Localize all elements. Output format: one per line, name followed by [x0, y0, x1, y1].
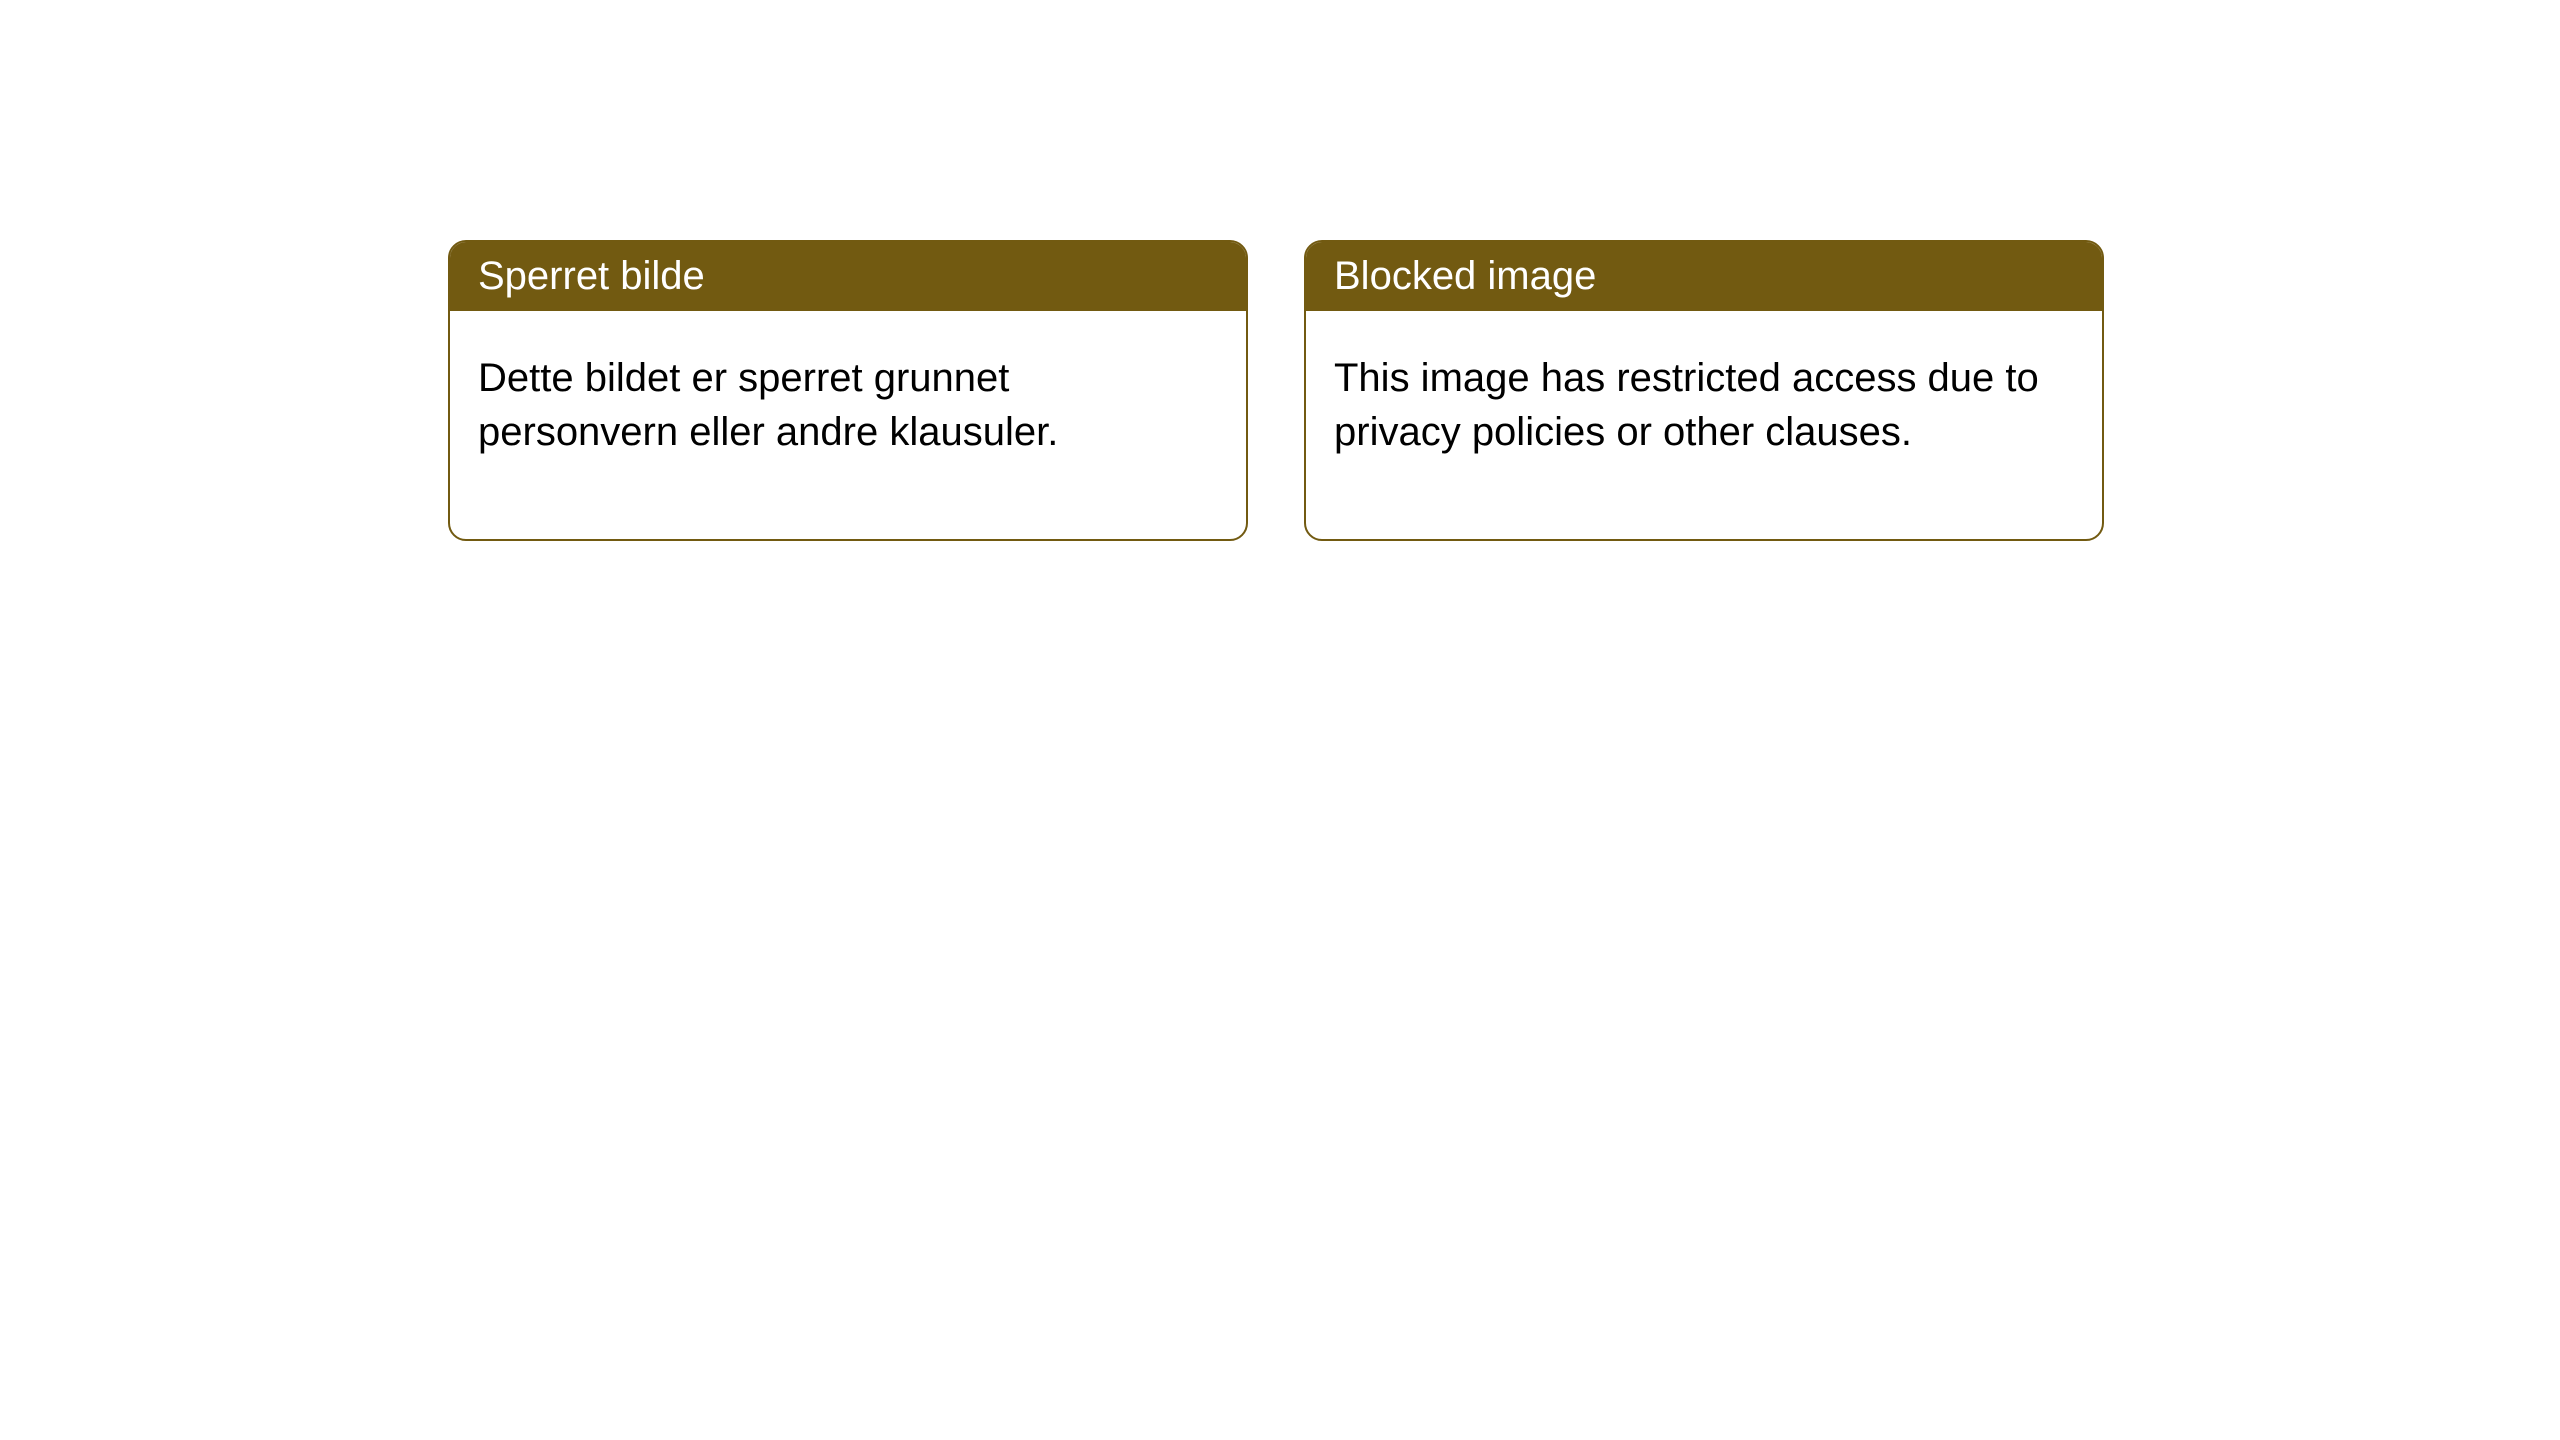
notice-card-title-no: Sperret bilde: [450, 242, 1246, 311]
notice-card-no: Sperret bilde Dette bildet er sperret gr…: [448, 240, 1248, 541]
notice-card-en: Blocked image This image has restricted …: [1304, 240, 2104, 541]
notice-cards-container: Sperret bilde Dette bildet er sperret gr…: [448, 240, 2104, 541]
notice-card-body-en: This image has restricted access due to …: [1306, 311, 2102, 539]
notice-card-body-no: Dette bildet er sperret grunnet personve…: [450, 311, 1246, 539]
notice-card-title-en: Blocked image: [1306, 242, 2102, 311]
